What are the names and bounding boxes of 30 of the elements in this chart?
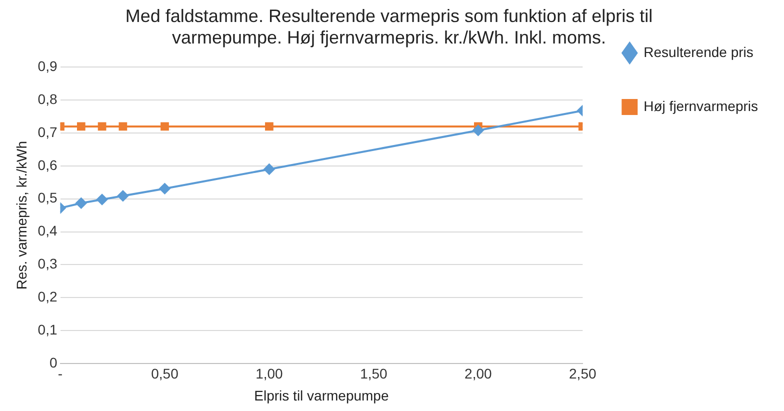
x-tick-label: - (58, 366, 63, 382)
point (159, 183, 170, 194)
y-tick-label: 0,9 (38, 58, 58, 74)
point (96, 194, 108, 206)
point (76, 198, 87, 209)
x-tick-label: 2,00 (464, 366, 492, 382)
y-tick-label: 0,3 (38, 256, 58, 272)
point (76, 122, 86, 131)
x-axis-title: Elpris til varmepumpe (254, 387, 389, 404)
y-tick-label: 0,8 (38, 90, 58, 107)
point (117, 190, 128, 202)
y-axis-title: Res. varmepris, kr./kWh (13, 141, 30, 290)
y-tick-label: 0,7 (38, 124, 58, 140)
y-tick-label: 0,6 (38, 156, 58, 173)
x-tick-label: 0,50 (151, 366, 179, 382)
x-tick-label: 1,50 (360, 366, 388, 382)
y-tick-label: 0,4 (38, 222, 58, 239)
point (265, 122, 274, 131)
legend-label: Høj fjernvarmepris (644, 98, 758, 114)
x-tick-label: 1,00 (256, 366, 284, 382)
y-tick-label: 0,5 (38, 190, 58, 206)
y-tick-label: 0,1 (38, 321, 58, 338)
y-tick-label: 0 (49, 354, 58, 370)
point (160, 122, 169, 131)
point (472, 124, 484, 136)
x-tick-label: 2,50 (569, 366, 596, 382)
point (264, 164, 275, 175)
y-tick-label: 0,2 (38, 288, 58, 304)
point (98, 122, 106, 131)
point (118, 122, 128, 131)
